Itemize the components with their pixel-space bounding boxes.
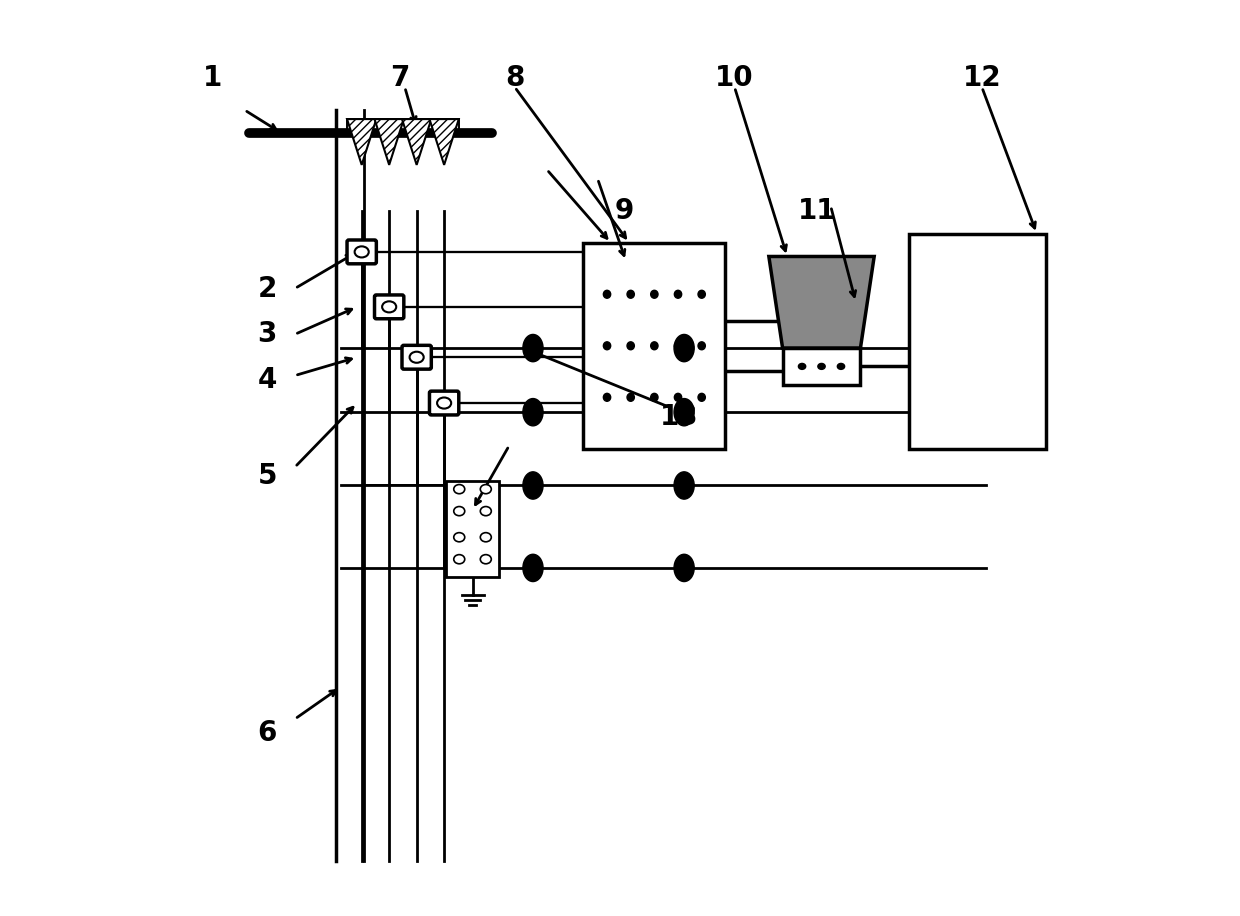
Ellipse shape [651, 290, 658, 299]
Text: 3: 3 [258, 321, 277, 348]
Ellipse shape [675, 290, 682, 299]
Ellipse shape [799, 364, 806, 369]
Polygon shape [402, 119, 432, 165]
Ellipse shape [675, 398, 694, 426]
Ellipse shape [627, 393, 635, 401]
Ellipse shape [454, 485, 465, 494]
Polygon shape [429, 119, 459, 165]
Text: 9: 9 [615, 197, 634, 224]
Ellipse shape [454, 507, 465, 516]
Ellipse shape [355, 246, 368, 257]
Text: 5: 5 [258, 463, 277, 490]
Text: 10: 10 [715, 64, 754, 92]
Ellipse shape [480, 485, 491, 494]
FancyBboxPatch shape [374, 295, 404, 319]
Ellipse shape [675, 334, 694, 362]
Bar [909, 234, 1047, 449]
Text: 13: 13 [660, 403, 699, 431]
Ellipse shape [523, 398, 543, 426]
FancyBboxPatch shape [347, 240, 377, 264]
Ellipse shape [523, 472, 543, 499]
Text: 8: 8 [505, 64, 525, 92]
Ellipse shape [651, 393, 658, 401]
Text: 6: 6 [258, 719, 277, 747]
Ellipse shape [675, 472, 694, 499]
Ellipse shape [698, 393, 706, 401]
Ellipse shape [604, 342, 610, 350]
Ellipse shape [698, 342, 706, 350]
Text: 2: 2 [258, 275, 277, 302]
FancyBboxPatch shape [402, 345, 432, 369]
Ellipse shape [409, 352, 424, 363]
Text: 7: 7 [391, 64, 410, 92]
Ellipse shape [675, 554, 694, 582]
Polygon shape [374, 119, 404, 165]
Ellipse shape [651, 342, 658, 350]
Ellipse shape [604, 393, 610, 401]
Ellipse shape [837, 364, 844, 369]
Text: 4: 4 [258, 366, 277, 394]
Bar [446, 481, 498, 577]
Text: 11: 11 [797, 197, 836, 224]
Ellipse shape [675, 393, 682, 401]
Bar [583, 243, 725, 449]
Text: 12: 12 [962, 64, 1001, 92]
Ellipse shape [604, 290, 610, 299]
Ellipse shape [480, 533, 491, 542]
Ellipse shape [818, 364, 825, 369]
Ellipse shape [627, 342, 635, 350]
Ellipse shape [454, 555, 465, 564]
Ellipse shape [382, 301, 397, 312]
Ellipse shape [523, 334, 543, 362]
Ellipse shape [675, 342, 682, 350]
Polygon shape [769, 256, 874, 348]
Ellipse shape [480, 555, 491, 564]
Ellipse shape [627, 290, 635, 299]
Ellipse shape [454, 533, 465, 542]
Ellipse shape [436, 398, 451, 409]
Ellipse shape [698, 290, 706, 299]
Text: 1: 1 [203, 64, 222, 92]
FancyBboxPatch shape [429, 391, 459, 415]
Polygon shape [347, 119, 377, 165]
Ellipse shape [480, 507, 491, 516]
Ellipse shape [523, 554, 543, 582]
Bar [782, 348, 861, 385]
